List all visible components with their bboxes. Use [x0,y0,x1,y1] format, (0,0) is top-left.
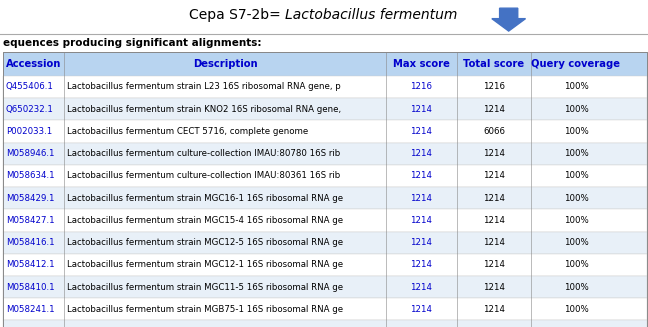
Bar [3,165,647,187]
Text: Lactobacillus fermentum strain KNO2 16S ribosomal RNA gene,: Lactobacillus fermentum strain KNO2 16S … [67,105,341,114]
Text: 1214: 1214 [410,305,432,314]
Text: 100%: 100% [564,305,588,314]
Text: 1214: 1214 [483,194,505,203]
Text: 1214: 1214 [483,105,505,114]
Text: 1214: 1214 [410,283,432,292]
Text: Lactobacillus fermentum strain MGB75-1 16S ribosomal RNA ge: Lactobacillus fermentum strain MGB75-1 1… [67,305,343,314]
Text: 100%: 100% [564,283,588,292]
Text: 100%: 100% [564,171,588,181]
Text: 1214: 1214 [410,216,432,225]
Text: 1214: 1214 [410,238,432,247]
Bar [3,187,647,209]
Text: 1214: 1214 [410,127,432,136]
Text: M058416.1: M058416.1 [6,238,54,247]
Bar [3,52,647,76]
Text: Lactobacillus fermentum culture-collection IMAU:80780 16S rib: Lactobacillus fermentum culture-collecti… [67,149,340,158]
Text: 1214: 1214 [483,238,505,247]
Text: M058634.1: M058634.1 [6,171,54,181]
Text: Lactobacillus fermentum strain MGC16-1 16S ribosomal RNA ge: Lactobacillus fermentum strain MGC16-1 1… [67,194,343,203]
Text: 1214: 1214 [483,149,505,158]
Bar [3,120,647,143]
Bar [3,76,647,98]
Text: 1214: 1214 [483,260,505,269]
Text: 100%: 100% [564,194,588,203]
Text: Cepa S7-2b=: Cepa S7-2b= [189,8,285,22]
Text: 1214: 1214 [483,171,505,181]
Text: 100%: 100% [564,238,588,247]
Text: 1214: 1214 [483,305,505,314]
Bar [3,98,647,120]
Text: 1214: 1214 [410,105,432,114]
Text: Lactobacillus fermentum CECT 5716, complete genome: Lactobacillus fermentum CECT 5716, compl… [67,127,308,136]
Bar [3,298,647,320]
Text: 100%: 100% [564,105,588,114]
Bar [3,254,647,276]
Text: 1214: 1214 [410,149,432,158]
Text: Lactobacillus fermentum culture-collection IMAU:80361 16S rib: Lactobacillus fermentum culture-collecti… [67,171,340,181]
Bar [3,276,647,298]
Text: Q455406.1: Q455406.1 [6,82,54,92]
Text: P002033.1: P002033.1 [6,127,52,136]
Text: Description: Description [193,59,257,69]
Text: M058241.1: M058241.1 [6,305,54,314]
Text: Accession: Accession [6,59,62,69]
Text: 100%: 100% [564,149,588,158]
Text: 1214: 1214 [410,194,432,203]
Text: M058410.1: M058410.1 [6,283,54,292]
Text: 1216: 1216 [410,82,432,92]
Text: Max score: Max score [393,59,450,69]
Bar [3,320,647,327]
Text: 100%: 100% [564,216,588,225]
Text: Lactobacillus fermentum strain MGC12-1 16S ribosomal RNA ge: Lactobacillus fermentum strain MGC12-1 1… [67,260,343,269]
Text: Lactobacillus fermentum strain L23 16S ribosomal RNA gene, p: Lactobacillus fermentum strain L23 16S r… [67,82,341,92]
Text: 1214: 1214 [483,216,505,225]
Text: 1216: 1216 [483,82,505,92]
Text: M058429.1: M058429.1 [6,194,54,203]
Text: 100%: 100% [564,260,588,269]
Text: 6066: 6066 [483,127,505,136]
Text: Lactobacillus fermentum strain MGC11-5 16S ribosomal RNA ge: Lactobacillus fermentum strain MGC11-5 1… [67,283,343,292]
FancyArrow shape [492,8,526,31]
Text: M058427.1: M058427.1 [6,216,54,225]
Text: 1214: 1214 [410,260,432,269]
Bar [3,209,647,232]
Text: 100%: 100% [564,82,588,92]
Text: Lactobacillus fermentum strain MGC12-5 16S ribosomal RNA ge: Lactobacillus fermentum strain MGC12-5 1… [67,238,343,247]
Text: 100%: 100% [564,127,588,136]
Text: 1214: 1214 [483,283,505,292]
Text: Lactobacillus fermentum strain MGC15-4 16S ribosomal RNA ge: Lactobacillus fermentum strain MGC15-4 1… [67,216,343,225]
Text: M058946.1: M058946.1 [6,149,54,158]
Bar [3,143,647,165]
Text: Lactobacillus fermentum: Lactobacillus fermentum [285,8,457,22]
Text: equences producing significant alignments:: equences producing significant alignment… [3,38,262,48]
Text: Query coverage: Query coverage [531,59,620,69]
Bar [3,232,647,254]
Text: Q650232.1: Q650232.1 [6,105,54,114]
Text: Total score: Total score [463,59,524,69]
Text: 1214: 1214 [410,171,432,181]
Text: M058412.1: M058412.1 [6,260,54,269]
